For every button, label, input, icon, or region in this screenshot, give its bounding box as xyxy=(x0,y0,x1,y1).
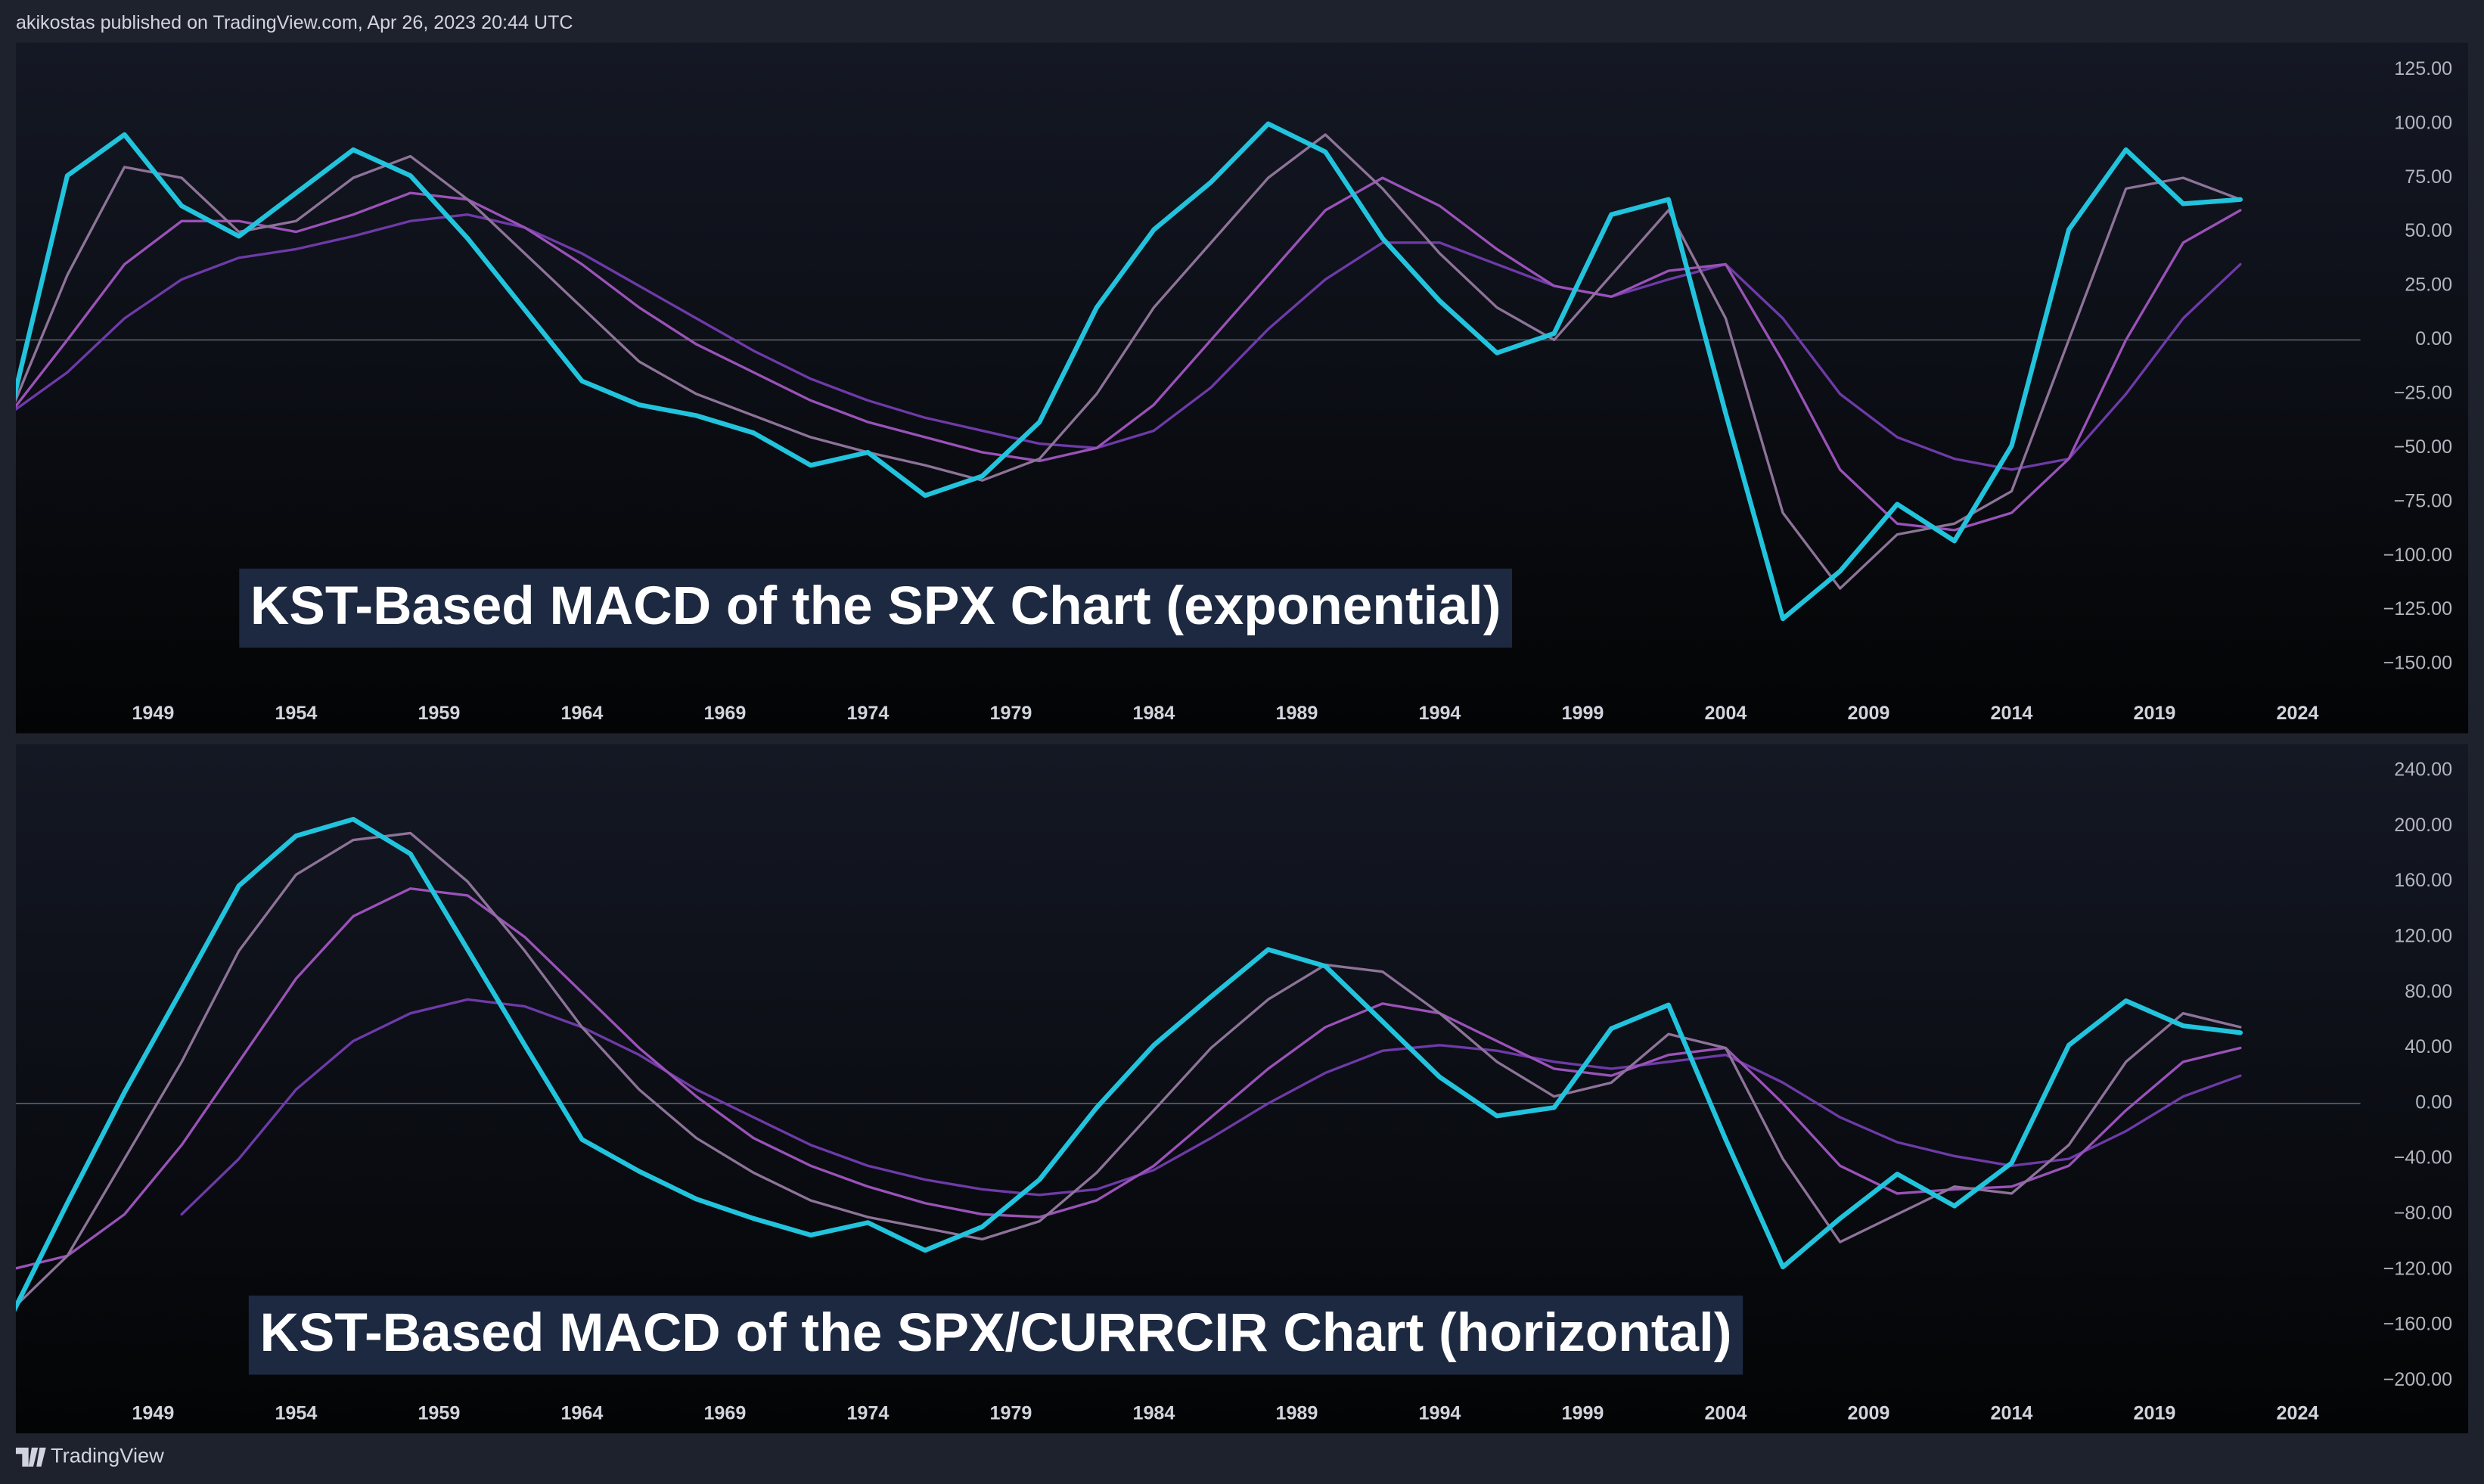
x-tick-label: 2009 xyxy=(1848,1403,1890,1424)
x-tick-label: 1954 xyxy=(275,703,317,724)
y-tick-label: 75.00 xyxy=(2405,166,2452,188)
y-tick-label: −25.00 xyxy=(2394,383,2453,404)
x-tick-label: 1984 xyxy=(1132,1403,1175,1424)
line-chart: 240.00 200.00 160.00 120.00 80.00 40.00 0.00 −4… xyxy=(15,759,2453,1424)
x-tick-label: 1994 xyxy=(1419,703,1461,724)
y-tick-label: 0.00 xyxy=(2415,1091,2452,1113)
annotation: KST-Based MACD of the SPX/CURRCIR Chart … xyxy=(259,1303,1731,1363)
series-line xyxy=(15,887,2242,1270)
series-line xyxy=(180,998,2242,1216)
x-tick-label: 2024 xyxy=(2277,1403,2319,1424)
y-tick-label: −160.00 xyxy=(2383,1314,2452,1335)
series-line xyxy=(15,176,2242,532)
annotation-box xyxy=(248,1295,1743,1375)
y-tick-label: −40.00 xyxy=(2394,1147,2453,1169)
line-chart: 125.00 100.00 75.00 50.00 25.00 0.00 −25.00 −50… xyxy=(15,58,2453,724)
x-tick-label: 1994 xyxy=(1419,1403,1461,1424)
annotation: KST-Based MACD of the SPX Chart (exponen… xyxy=(250,576,1501,636)
y-tick-label: 50.00 xyxy=(2405,220,2452,241)
y-tick-label: 240.00 xyxy=(2394,759,2452,781)
x-tick-label: 2004 xyxy=(1705,703,1747,724)
x-tick-label: 2009 xyxy=(1848,703,1890,724)
x-tick-label: 2004 xyxy=(1705,1403,1747,1424)
x-tick-label: 2014 xyxy=(1991,703,2033,724)
publish-info: akikostas published on TradingView.com, … xyxy=(16,12,573,33)
x-tick-label: 1949 xyxy=(132,1403,174,1424)
x-tick-label: 1989 xyxy=(1276,703,1318,724)
x-tick-label: 1964 xyxy=(560,703,603,724)
x-tick-label: 1974 xyxy=(846,703,889,724)
x-tick-label: 1969 xyxy=(703,703,746,724)
x-tick-label: 2019 xyxy=(2134,1403,2176,1424)
y-tick-label: 40.00 xyxy=(2405,1036,2452,1057)
y-tick-label: −125.00 xyxy=(2383,598,2452,619)
x-tick-label: 1964 xyxy=(560,1403,603,1424)
x-tick-label: 1979 xyxy=(989,703,1032,724)
x-tick-label: 1949 xyxy=(132,703,174,724)
x-tick-label: 1959 xyxy=(418,1403,460,1424)
y-tick-label: −100.00 xyxy=(2383,545,2452,566)
y-tick-label: 120.00 xyxy=(2394,926,2452,947)
series-line xyxy=(15,121,2243,622)
x-tick-label: 1999 xyxy=(1562,1403,1604,1424)
y-tick-label: 100.00 xyxy=(2394,112,2452,133)
y-tick-label: −75.00 xyxy=(2394,490,2453,511)
x-tick-label: 1999 xyxy=(1562,703,1604,724)
y-tick-label: 200.00 xyxy=(2394,815,2452,836)
brand: TradingView xyxy=(51,1444,164,1467)
y-tick-label: 80.00 xyxy=(2405,981,2452,1002)
y-tick-label: 0.00 xyxy=(2415,328,2452,349)
x-tick-label: 1959 xyxy=(418,703,460,724)
x-tick-label: 2014 xyxy=(1991,1403,2033,1424)
y-tick-label: 160.00 xyxy=(2394,870,2452,891)
series-line xyxy=(15,133,2242,590)
x-tick-label: 1969 xyxy=(703,1403,746,1424)
y-tick-label: −80.00 xyxy=(2394,1203,2453,1224)
y-tick-label: 125.00 xyxy=(2394,58,2452,79)
y-tick-label: −150.00 xyxy=(2383,653,2452,674)
y-tick-label: 25.00 xyxy=(2405,275,2452,296)
y-tick-label: −200.00 xyxy=(2383,1369,2452,1390)
x-tick-label: 2019 xyxy=(2134,703,2176,724)
x-tick-label: 1989 xyxy=(1276,1403,1318,1424)
series-line xyxy=(15,816,2243,1312)
y-tick-label: −120.00 xyxy=(2383,1258,2452,1279)
x-tick-label: 1954 xyxy=(275,1403,317,1424)
x-tick-label: 1974 xyxy=(846,1403,889,1424)
logo xyxy=(15,1447,46,1467)
x-tick-label: 1984 xyxy=(1132,703,1175,724)
series-line xyxy=(15,213,2242,471)
x-tick-label: 2024 xyxy=(2277,703,2319,724)
x-tick-label: 1979 xyxy=(989,1403,1032,1424)
annotation-box xyxy=(239,568,1513,648)
y-tick-label: −50.00 xyxy=(2394,436,2453,458)
